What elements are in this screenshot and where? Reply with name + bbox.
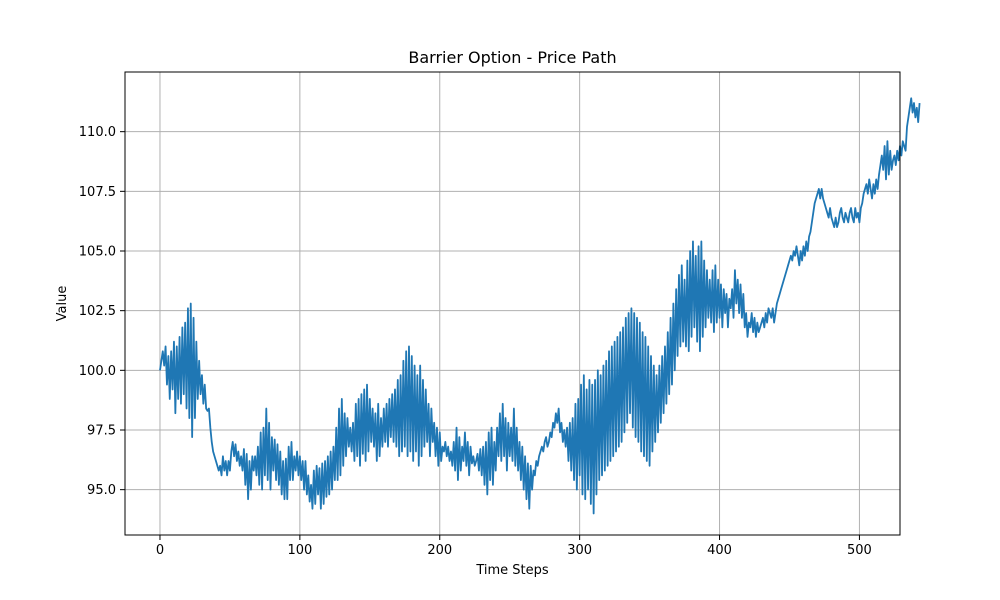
plot-area-frame [124,71,901,536]
x-tick-label: 0 [156,543,164,558]
y-axis-title: Value [55,286,70,322]
chart-title: Barrier Option - Price Path [408,48,616,67]
y-tick-label: 97.5 [87,423,116,438]
axis-ticks: 0 100 200 300 400 500 95.0 97.5 100.0 102.5 105.0 1… [79,125,872,558]
x-tick-label: 300 [567,543,592,558]
y-tick-label: 105.0 [79,244,116,259]
series-layer [159,97,921,515]
x-tick-label: 200 [427,543,452,558]
y-tick-label: 110.0 [79,125,116,140]
x-tick-label: 100 [287,543,312,558]
price-path-line [159,97,921,515]
x-tick-label: 500 [847,543,872,558]
y-tick-label: 107.5 [79,185,116,200]
x-axis-title: Time Steps [475,563,549,578]
y-tick-label: 102.5 [79,304,116,319]
x-tick-label: 400 [707,543,732,558]
y-tick-label: 95.0 [87,483,116,498]
y-tick-label: 100.0 [79,364,116,379]
